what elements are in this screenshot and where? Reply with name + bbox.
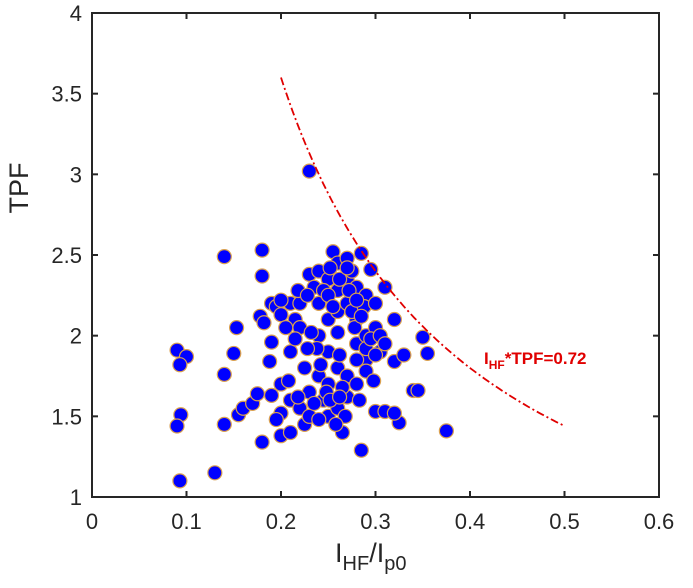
data-point (313, 357, 329, 373)
data-point (228, 320, 245, 336)
data-point (367, 347, 384, 363)
x-tick-label: 0.1 (171, 509, 202, 534)
data-point (377, 336, 393, 352)
x-tick-label: 0.2 (266, 509, 297, 534)
data-point (322, 260, 338, 276)
x-axis-label: IHF/Ip0 (335, 538, 406, 575)
data-point (377, 279, 393, 295)
data-point (207, 465, 223, 481)
y-tick-label: 1 (70, 485, 82, 510)
data-point (287, 331, 303, 347)
data-point (301, 163, 317, 179)
points-layer (169, 163, 454, 489)
data-point (254, 434, 270, 450)
data-point (366, 373, 382, 389)
data-point (254, 242, 270, 258)
data-point (306, 395, 322, 412)
y-tick-label: 4 (70, 1, 82, 26)
data-point (254, 268, 270, 284)
data-point (297, 360, 313, 376)
data-point (303, 324, 319, 341)
data-point (353, 308, 369, 324)
y-tick-label: 1.5 (51, 404, 82, 429)
data-point (311, 411, 327, 428)
data-point (349, 352, 365, 368)
data-point (349, 376, 365, 392)
data-point (290, 389, 306, 405)
data-point (351, 392, 368, 408)
data-point (262, 353, 278, 370)
y-tick-label: 2.5 (51, 243, 82, 268)
data-point (216, 249, 232, 265)
data-point (226, 345, 242, 362)
data-point (353, 442, 369, 458)
data-point (169, 418, 185, 434)
data-point (256, 315, 272, 331)
data-point (331, 389, 348, 405)
data-point (216, 366, 232, 382)
data-point (415, 329, 431, 345)
data-point (268, 411, 284, 428)
data-point (347, 320, 363, 336)
data-point (363, 261, 379, 278)
data-point (299, 340, 316, 357)
data-point (172, 473, 188, 489)
y-tick-label: 3 (70, 162, 82, 187)
curve-annotation: IHF*TPF=0.72 (484, 349, 586, 372)
y-axis-label: TPF (4, 163, 34, 214)
data-point (410, 382, 426, 399)
data-point (278, 320, 294, 336)
data-point (249, 386, 265, 402)
x-tick-label: 0.6 (644, 509, 675, 534)
x-tick-label: 0.4 (455, 509, 486, 534)
data-point (386, 405, 402, 421)
data-point (280, 373, 297, 389)
data-point (330, 324, 346, 341)
y-tick-label: 2 (70, 324, 82, 349)
data-point (299, 287, 316, 303)
data-point (438, 423, 454, 439)
data-point (386, 311, 402, 328)
data-point (331, 347, 348, 363)
data-point (353, 245, 369, 261)
data-point (396, 347, 412, 363)
x-tick-label: 0 (86, 509, 98, 534)
data-point (172, 357, 188, 373)
data-point (328, 416, 344, 432)
x-tick-label: 0.3 (360, 509, 391, 534)
data-point (339, 260, 355, 276)
data-point (263, 387, 280, 403)
hyperbola-curve (280, 77, 565, 427)
data-point (282, 424, 299, 441)
data-point (273, 292, 289, 308)
data-point (216, 416, 232, 432)
y-tick-label: 3.5 (51, 82, 82, 107)
data-point (419, 345, 436, 362)
data-point (273, 307, 289, 323)
data-point (282, 344, 299, 360)
ticks-layer: 0 0.1 0.2 0.3 0.4 0.5 0.6 1 1.5 2 2.5 3 3.5 4 (51, 1, 674, 534)
data-point (349, 292, 365, 308)
data-point (263, 334, 280, 350)
data-point (367, 295, 384, 311)
data-point (331, 271, 348, 287)
x-tick-label: 0.5 (549, 509, 580, 534)
data-point (325, 299, 341, 315)
